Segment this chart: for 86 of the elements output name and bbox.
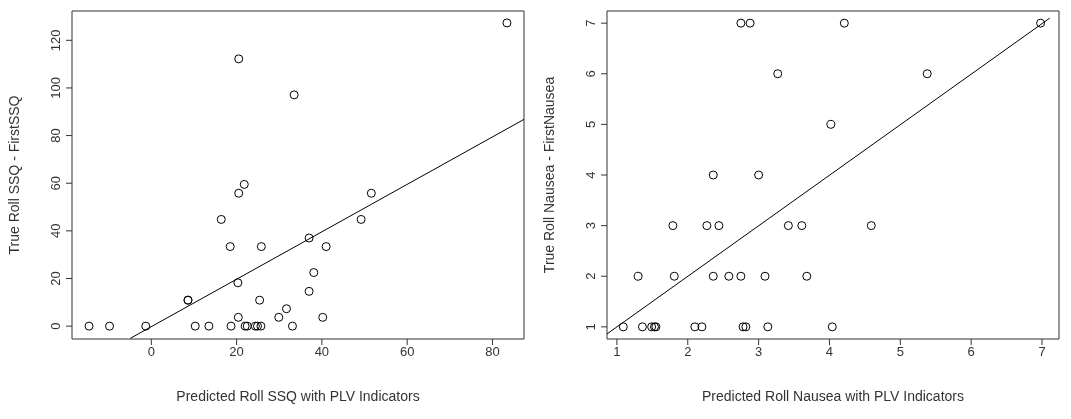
point: [287, 321, 297, 331]
point: [233, 312, 243, 322]
point: [281, 304, 291, 314]
y-tick-label: 6: [583, 70, 598, 78]
point: [690, 322, 700, 332]
point: [225, 242, 235, 252]
point: [321, 242, 331, 252]
point: [866, 221, 876, 231]
point: [226, 321, 236, 331]
y-tick-label: 40: [48, 223, 63, 239]
point: [141, 321, 151, 331]
point: [826, 119, 836, 129]
point: [105, 321, 115, 331]
x-tick-label: 6: [967, 344, 975, 360]
point: [1036, 18, 1046, 28]
y-tick-label: 7: [583, 19, 598, 27]
point: [239, 179, 249, 189]
y-tick-label: 5: [583, 120, 598, 128]
x-axis-title: Predicted Roll SSQ with PLV Indicators: [176, 388, 420, 404]
point: [304, 286, 314, 296]
point: [714, 221, 724, 231]
point: [736, 271, 746, 281]
point: [668, 221, 678, 231]
x-tick-label: 4: [825, 344, 834, 360]
x-tick-label: 3: [754, 344, 763, 360]
point: [724, 271, 734, 281]
point: [318, 312, 328, 322]
y-tick-label: 2: [583, 272, 598, 280]
point: [773, 69, 783, 79]
y-tick-label: 20: [48, 271, 63, 286]
point: [84, 321, 94, 331]
point: [669, 271, 679, 281]
point: [783, 221, 793, 231]
point: [274, 312, 284, 322]
point: [708, 271, 718, 281]
point: [190, 321, 200, 331]
point: [304, 233, 314, 243]
x-tick-label: 80: [485, 344, 500, 360]
y-tick-label: 120: [48, 29, 63, 52]
point: [827, 322, 837, 332]
y-tick-label: 1: [583, 323, 598, 331]
x-tick-label: 1: [613, 344, 621, 360]
point: [760, 271, 770, 281]
y-tick-label: 4: [583, 171, 598, 179]
x-tick-label: 60: [399, 344, 415, 360]
point: [633, 271, 643, 281]
y-tick-label: 80: [48, 128, 63, 143]
point: [289, 90, 299, 100]
x-tick-label: 2: [684, 344, 692, 360]
point: [736, 18, 746, 28]
point: [234, 54, 244, 64]
point: [763, 322, 773, 332]
y-tick-label: 0: [48, 322, 63, 330]
point: [697, 322, 707, 332]
y-axis-title: True Roll SSQ - FirstSSQ: [5, 95, 22, 255]
y-tick-label: 3: [583, 222, 598, 230]
x-tick-label: 7: [1038, 344, 1046, 360]
point: [234, 188, 244, 198]
point: [618, 322, 628, 332]
point: [256, 242, 266, 252]
point: [356, 214, 366, 224]
point: [708, 170, 718, 180]
point: [255, 295, 265, 305]
point: [922, 69, 932, 79]
point: [702, 221, 712, 231]
point: [256, 321, 266, 331]
point: [366, 188, 376, 198]
point: [754, 170, 764, 180]
point: [745, 18, 755, 28]
point: [797, 221, 807, 231]
point: [637, 322, 647, 332]
x-tick-label: 20: [229, 344, 244, 360]
point: [204, 321, 214, 331]
point: [309, 268, 319, 278]
y-axis-title: True Roll Nausea - FirstNausea: [540, 76, 557, 274]
y-tick-label: 100: [48, 77, 63, 99]
point: [502, 18, 512, 28]
point: [802, 271, 812, 281]
x-tick-label: 40: [314, 344, 330, 360]
point: [216, 214, 226, 224]
x-axis-title: Predicted Roll Nausea with PLV Indicators: [702, 388, 964, 404]
x-tick-label: 5: [896, 344, 904, 360]
point: [839, 18, 849, 28]
y-tick-label: 60: [48, 175, 63, 191]
point: [233, 278, 243, 288]
x-tick-label: 0: [147, 344, 155, 360]
